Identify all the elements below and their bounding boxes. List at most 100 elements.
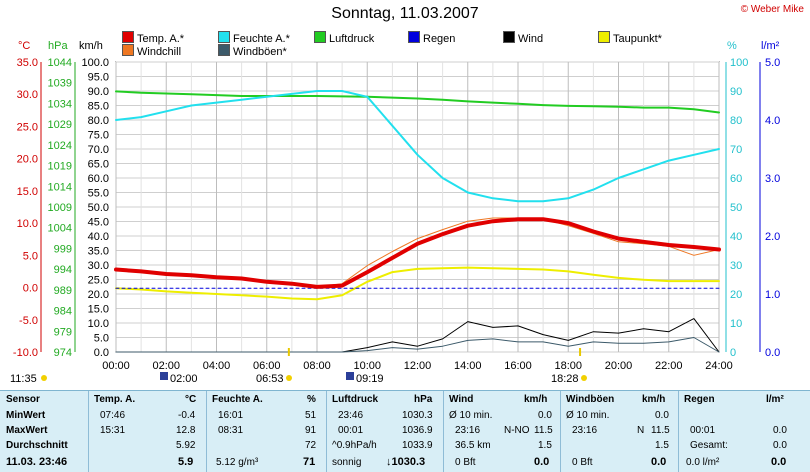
time-tick: 02:00 [152,360,180,372]
wind-tick: 95.0 [88,72,109,84]
current-pressure-value: ↓1030.3 [386,456,426,468]
time-tick: 16:00 [504,360,532,372]
current-absolute-humidity: 5.12 g/m³ [216,457,259,468]
sun-icon [581,375,587,381]
pressure-tick: 979 [54,326,72,338]
legend-swatch [218,44,230,56]
avg-rain-label: Gesamt: [690,440,728,451]
avg-pressure-trend: ^0.9hPa/h [332,440,377,451]
legend-item: Temp. A.* [122,31,184,45]
current-rain-value: 0.0 [771,456,787,468]
current-gust-value: 0.0 [651,456,667,468]
time-tick: 14:00 [454,360,482,372]
min-wind-label: Ø 10 min. [449,410,493,421]
temp-tick: 5.0 [23,250,38,262]
wind-tick: 75.0 [88,130,109,142]
header-temp-unit: °C [185,394,197,405]
time-tick: 22:00 [655,360,683,372]
max-pressure-time: 00:01 [338,425,364,436]
max-rain-time: 00:01 [690,425,716,436]
wind-tick: 30.0 [88,260,109,272]
avg-rain-value: 0.0 [773,440,787,451]
legend-item: Feuchte A.* [218,31,290,45]
min-temp-value: -0.4 [178,410,196,421]
max-gust-direction: N [637,425,645,436]
current-gust-beaufort: 0 Bft [572,457,593,468]
time-tick: 18:00 [554,360,582,372]
legend-item: Windchill [122,44,181,58]
sun-icon [286,375,292,381]
series-line [115,337,720,353]
wind-tick: 35.0 [88,246,109,258]
header-temp: Temp. A. [94,394,136,405]
temp-tick: 0.0 [23,283,38,295]
moon-icon [346,372,354,380]
humidity-tick: 100 [730,57,748,69]
legend-label: Luftdruck [329,33,375,45]
current-wind-value: 0.0 [534,456,550,468]
max-pressure-value: 1036.9 [402,425,433,436]
legend-label: Regen [423,33,456,45]
avg-humidity-value: 72 [305,440,317,451]
legend-label: Windböen* [233,46,287,58]
moonset-label: 09:19 [356,373,384,385]
wind-tick: 45.0 [88,217,109,229]
legend-swatch [122,44,134,56]
pressure-tick: 1004 [48,223,72,235]
min-gust-value: 0.0 [655,410,669,421]
row-current-label: 11.03. 23:46 [6,456,68,468]
humidity-tick: 70 [730,144,742,156]
rain-axis-unit: l/m² [761,40,780,52]
moon-icon [160,372,168,380]
pressure-tick: 1034 [48,98,72,110]
time-tick: 10:00 [353,360,381,372]
header-wind-unit: km/h [524,394,548,405]
wind-tick: 70.0 [88,144,109,156]
wind-tick: 15.0 [88,304,109,316]
sun-icon [41,375,47,381]
legend-swatch [598,31,610,43]
rain-tick: 1.0 [765,289,780,301]
pressure-axis-unit: hPa [48,40,68,52]
humidity-tick: 50 [730,202,742,214]
legend-item: Regen [408,31,455,45]
pressure-tick: 1029 [48,119,72,131]
rain-tick: 4.0 [765,115,780,127]
max-humidity-time: 08:31 [218,425,244,436]
wind-tick: 65.0 [88,159,109,171]
row-max-label: MaxWert [6,425,48,436]
wind-tick: 40.0 [88,231,109,243]
wind-tick: 55.0 [88,188,109,200]
pressure-tick: 1009 [48,202,72,214]
min-pressure-time: 23:46 [338,410,364,421]
avg-pressure-value: 1033.9 [402,440,433,451]
temp-tick: 15.0 [17,186,38,198]
wind-tick: 10.0 [88,318,109,330]
max-humidity-value: 91 [305,425,317,436]
header-rain-unit: l/m² [766,394,784,405]
pressure-tick: 1014 [48,181,72,193]
time-tick: 12:00 [404,360,432,372]
weather-chart: 35.0 30.0 25.0 20.0 15.0 10.0 5.0 0.0 -5.0 -10.0 1… [10,57,780,385]
avg-wind-value: 1.5 [538,440,552,451]
sunset-label: 18:28 [551,373,579,385]
header-pressure: Luftdruck [332,394,379,405]
max-wind-direction: N-NO [504,425,530,436]
humidity-tick: 20 [730,289,742,301]
wind-tick: 25.0 [88,275,109,287]
wind-axis-unit: km/h [79,40,103,52]
header-humidity: Feuchte A. [212,394,263,405]
wind-tick: 100.0 [81,57,109,69]
legend-label: Wind [518,33,544,45]
min-humidity-value: 51 [305,410,317,421]
legend-swatch [122,31,134,43]
humidity-axis-unit: % [727,40,737,52]
pressure-tick: 1019 [48,161,72,173]
time-tick: 24:00 [705,360,733,372]
pressure-tick: 1044 [48,57,72,69]
pressure-tick: 994 [54,264,72,276]
pressure-tick: 1039 [48,78,72,90]
min-pressure-value: 1030.3 [402,410,433,421]
sunrise-left-label: 11:35 [10,373,37,385]
max-wind-value: 11.5 [534,425,553,436]
